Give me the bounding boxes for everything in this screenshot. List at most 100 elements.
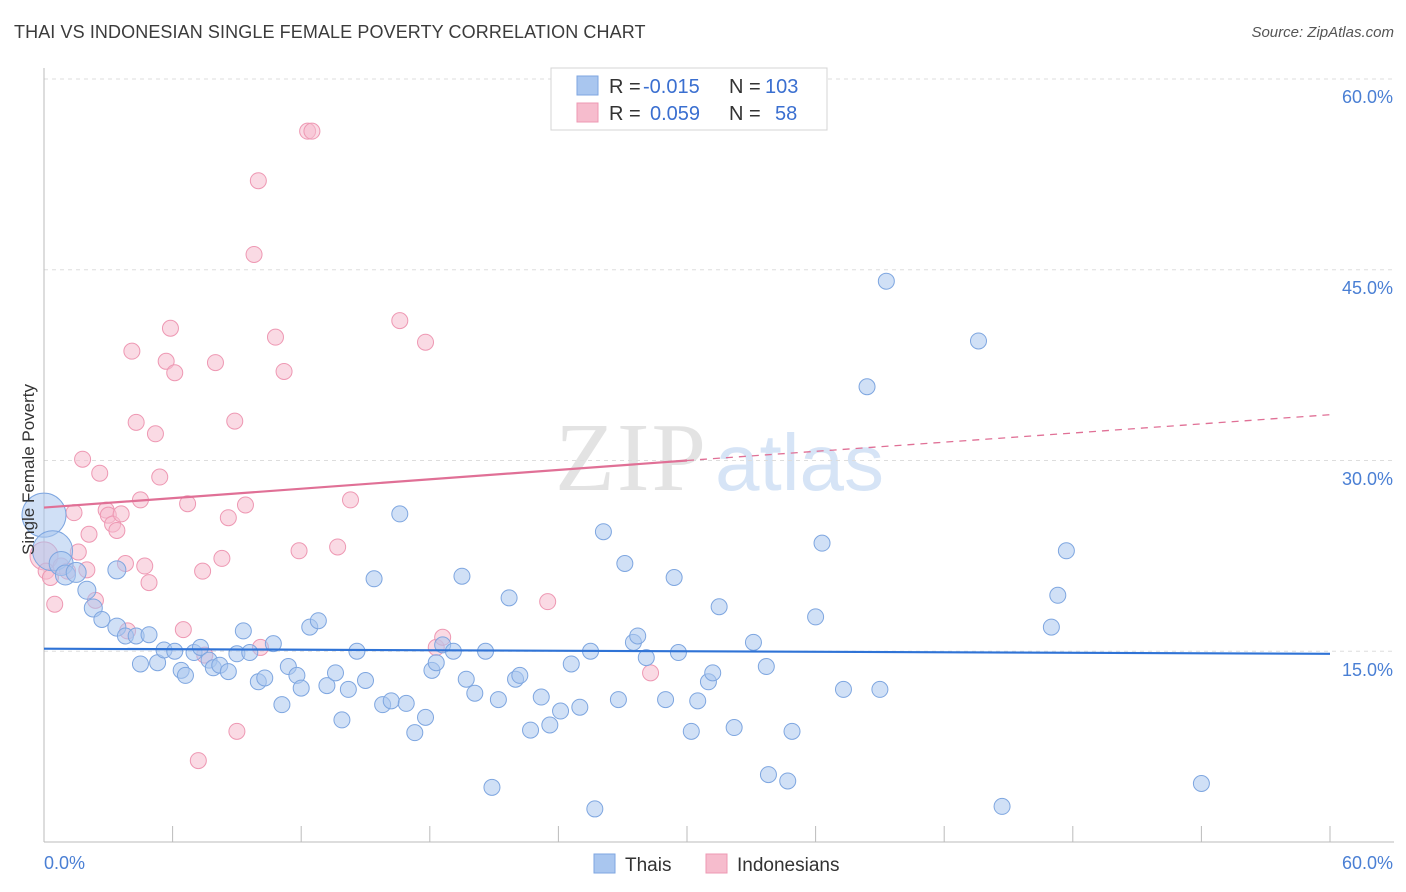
watermark-atlas: atlas — [715, 418, 884, 507]
thais-points — [21, 272, 1210, 818]
indonesians-point — [166, 364, 184, 382]
legend-n-value: 103 — [765, 76, 798, 98]
thais-point — [834, 680, 852, 698]
indonesians-point — [91, 464, 109, 482]
thais-point — [571, 698, 589, 716]
indonesians-point — [206, 354, 224, 372]
bottom-legend-swatch-thais — [593, 853, 616, 874]
thais-point — [234, 622, 252, 640]
y-axis-title: Single Female Poverty — [19, 383, 38, 555]
indonesians-trend-line — [43, 459, 688, 509]
bottom-legend-label-indonesians: Indonesians — [737, 855, 839, 876]
indonesians-point — [236, 496, 254, 514]
thais-point — [333, 711, 351, 729]
legend-r-value: -0.015 — [643, 76, 700, 98]
thais-point — [1057, 542, 1075, 560]
bottom-legend-label-thais: Thais — [625, 855, 671, 876]
indonesians-point — [226, 412, 244, 430]
thais-point — [397, 694, 415, 712]
thais-point — [1049, 586, 1067, 604]
thais-point — [500, 589, 518, 607]
indonesians-point — [213, 549, 231, 567]
thais-point — [140, 626, 158, 644]
thais-point — [779, 772, 797, 790]
thais-point — [665, 568, 683, 586]
indonesians-point — [108, 521, 126, 539]
thais-point — [532, 688, 550, 706]
thais-point — [541, 716, 559, 734]
thais-point — [877, 272, 895, 290]
thais-point — [552, 702, 570, 720]
thais-point — [357, 671, 374, 689]
y-tick-label: 30.0% — [1342, 469, 1393, 489]
indonesians-point — [539, 593, 557, 611]
indonesians-point — [275, 362, 293, 380]
thais-point — [241, 644, 259, 662]
indonesians-point — [391, 312, 409, 330]
indonesians-point — [245, 245, 263, 263]
thais-point — [382, 692, 400, 710]
indonesians-point — [290, 542, 308, 560]
indonesians-point — [123, 342, 141, 360]
indonesians-point — [329, 538, 347, 556]
thais-point — [427, 654, 445, 672]
indonesians-point — [136, 557, 154, 575]
thais-point — [256, 669, 274, 687]
thais-point — [522, 721, 540, 739]
thais-point — [609, 691, 627, 709]
thais-point — [406, 724, 424, 742]
x-tick-label: 60.0% — [1342, 853, 1393, 873]
indonesians-point — [127, 413, 145, 431]
correlation-legend: R = -0.015 N = 103 R = 0.059 N = 58 — [550, 67, 828, 131]
thais-point — [273, 696, 291, 714]
thais-point — [292, 679, 310, 697]
indonesians-point — [112, 505, 130, 523]
thais-point — [710, 598, 728, 616]
thais-point — [757, 658, 775, 676]
indonesians-point — [219, 509, 237, 527]
y-tick-label: 45.0% — [1342, 278, 1393, 298]
indonesians-point — [249, 172, 267, 190]
indonesians-point — [179, 495, 197, 513]
indonesians-point — [174, 621, 192, 639]
thais-point — [339, 680, 357, 698]
thais-point — [969, 332, 987, 350]
y-tick-label: 60.0% — [1342, 87, 1393, 107]
indonesians-point — [46, 595, 64, 613]
thais-point — [704, 664, 722, 682]
thais-point — [629, 627, 647, 645]
thais-point — [483, 778, 501, 796]
indonesians-point — [146, 425, 164, 443]
legend-swatch-thais — [576, 75, 599, 96]
thais-point — [813, 534, 831, 552]
indonesians-point — [189, 752, 207, 770]
thais-point — [466, 684, 484, 702]
thais-point — [689, 692, 707, 710]
y-tick-label: 15.0% — [1342, 660, 1393, 680]
thais-point — [807, 608, 825, 626]
thais-point — [348, 642, 366, 660]
series-legend: Thais Indonesians — [593, 853, 839, 876]
thais-point — [489, 691, 507, 709]
legend-n-label: N = — [729, 76, 761, 98]
thais-point — [219, 663, 237, 681]
thais-point — [417, 708, 435, 726]
indonesians-point — [157, 352, 175, 370]
thais-point — [725, 719, 743, 737]
bottom-legend-swatch-indonesians — [705, 853, 728, 874]
thais-point — [65, 561, 87, 583]
indonesians-point — [65, 504, 83, 522]
indonesians-point — [80, 525, 98, 543]
source-label: Source: ZipAtlas.com — [1251, 24, 1394, 41]
legend-swatch-indonesians — [576, 102, 599, 123]
thais-point — [264, 635, 282, 653]
grid-lines — [44, 78, 1394, 652]
thais-point — [594, 523, 612, 541]
thais-point — [1192, 775, 1210, 793]
thais-point — [131, 655, 149, 673]
thais-point — [326, 664, 344, 682]
legend-r-label: R = — [609, 76, 641, 98]
thais-point — [744, 633, 762, 651]
thais-point — [759, 766, 777, 784]
